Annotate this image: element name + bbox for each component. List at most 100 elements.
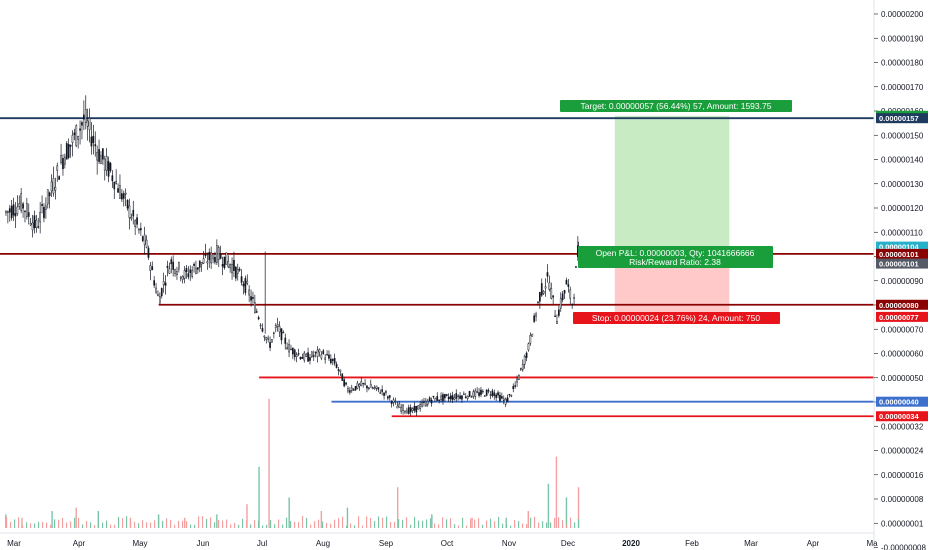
candle-body xyxy=(371,387,374,389)
candle-body xyxy=(352,389,355,391)
volume-bar xyxy=(265,524,268,528)
volume-bar xyxy=(341,516,344,528)
candle-body xyxy=(214,256,216,263)
volume-bar xyxy=(429,518,432,528)
candle-body xyxy=(52,178,55,194)
candle-body xyxy=(364,383,366,385)
price-badge xyxy=(876,241,928,252)
candle-body xyxy=(373,387,376,390)
candle-body xyxy=(229,264,232,269)
date-tick-label: Mar xyxy=(7,539,21,548)
position-zones[interactable] xyxy=(614,115,730,313)
price-badge-label: 0.00000157 xyxy=(879,114,919,123)
time-axis[interactable]: Mar Apr May Jun Jul Aug Sep Oct Nov Dec 2020 Feb Mar… xyxy=(7,539,878,548)
candle-body xyxy=(134,220,137,228)
volume-bar xyxy=(273,524,276,528)
candle-body xyxy=(354,385,357,391)
price-badge-label: 0.00000034 xyxy=(879,412,919,421)
candle-body xyxy=(335,363,338,368)
candle-body xyxy=(377,387,380,390)
candle-body xyxy=(267,337,270,340)
volume-bar xyxy=(557,517,560,528)
candle-body xyxy=(223,256,226,269)
candle-body xyxy=(337,369,340,371)
candle-body xyxy=(501,396,503,399)
candle-body xyxy=(48,192,51,197)
price-tick-label: 0.00000070 xyxy=(881,325,924,334)
candle-body xyxy=(388,395,391,398)
candle-body xyxy=(301,357,304,359)
candle-body xyxy=(487,390,490,392)
candle-body xyxy=(147,247,150,258)
volume-bar xyxy=(565,525,568,528)
candle-body xyxy=(554,315,556,318)
candle-body xyxy=(140,228,142,231)
candle-body xyxy=(265,337,268,340)
candle-body xyxy=(482,390,484,393)
volume-bar xyxy=(321,521,324,528)
volume-bar xyxy=(425,519,428,528)
volume-bar xyxy=(117,516,120,528)
price-badge xyxy=(876,411,928,422)
candle-body xyxy=(529,334,532,344)
volume-bar xyxy=(53,519,56,528)
candle-body xyxy=(242,283,245,287)
candle-body xyxy=(546,272,549,277)
risk-reward-label: Risk/Reward Ratio: 2.38 xyxy=(629,257,721,267)
candle-body xyxy=(136,217,138,225)
candle-body xyxy=(483,395,486,397)
candle-body xyxy=(276,324,279,327)
volume-bar xyxy=(29,523,32,528)
volume-bar xyxy=(281,524,284,528)
price-badge xyxy=(876,299,928,310)
candle-body xyxy=(499,394,501,402)
candle-body xyxy=(368,387,370,390)
candle-body xyxy=(240,276,243,283)
candle-body xyxy=(502,398,505,401)
candle-body xyxy=(69,144,72,147)
volume-bar xyxy=(445,519,448,528)
candle-body xyxy=(98,149,100,162)
volume-bar xyxy=(293,521,296,528)
volume-bar xyxy=(545,522,548,528)
volume-bar xyxy=(469,518,472,528)
candle-body xyxy=(231,263,233,274)
candle-body xyxy=(141,236,144,241)
candle-body xyxy=(255,311,258,313)
volume-bar xyxy=(477,518,480,528)
date-tick-label: Apr xyxy=(807,539,820,548)
volume-bar xyxy=(13,519,16,528)
candle-body xyxy=(411,408,414,411)
candle-body xyxy=(176,271,178,276)
volume-bar xyxy=(125,516,128,528)
candle-body xyxy=(225,252,228,265)
candle-body xyxy=(22,203,24,209)
volume-bar xyxy=(461,517,464,528)
candle-body xyxy=(219,254,222,259)
volume-bar xyxy=(185,521,188,528)
candle-body xyxy=(434,397,437,402)
volume-bar xyxy=(141,520,144,528)
candle-body xyxy=(10,205,13,219)
candle-body xyxy=(79,128,81,131)
volume-bar xyxy=(377,516,380,528)
candle-body xyxy=(480,389,482,395)
candle-body xyxy=(548,282,551,290)
stop-label: Stop: 0.00000024 (23.76%) 24, Amount: 75… xyxy=(592,313,761,323)
candle-body xyxy=(379,392,382,394)
candle-body xyxy=(233,259,235,271)
candle-body xyxy=(432,395,435,398)
candle-body xyxy=(550,288,553,299)
candle-body xyxy=(311,351,313,358)
price-badge-label: 0.00000040 xyxy=(879,398,919,407)
candle-body xyxy=(565,279,568,285)
volume-bar xyxy=(457,525,460,528)
candle-body xyxy=(447,396,450,400)
price-tick-label: 0.00000130 xyxy=(881,180,924,189)
volume-bar xyxy=(529,517,532,528)
candle-body xyxy=(145,239,148,248)
price-badge xyxy=(876,258,928,269)
candle-body xyxy=(297,353,300,355)
